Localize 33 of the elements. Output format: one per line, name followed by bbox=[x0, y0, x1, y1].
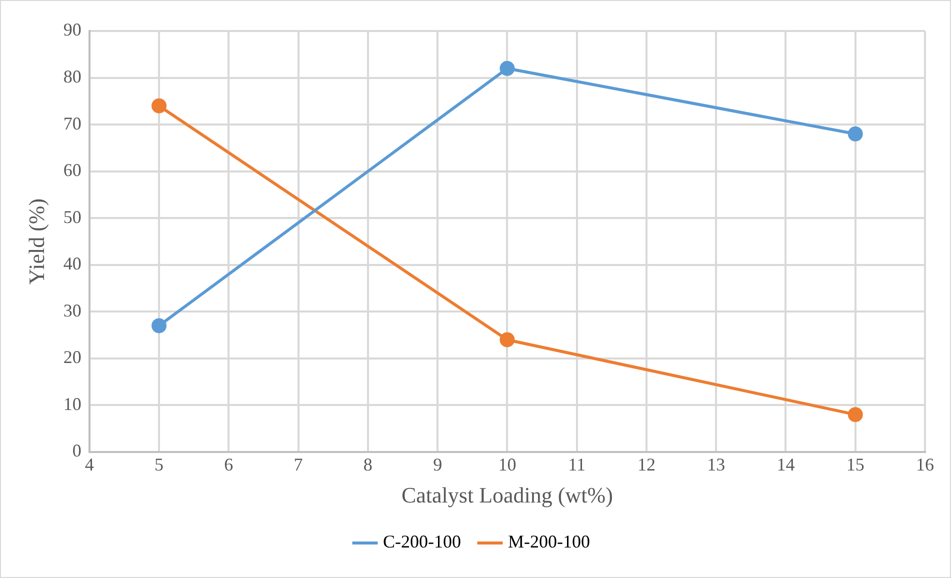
y-tick-label: 10 bbox=[63, 394, 82, 414]
x-tick-label: 6 bbox=[224, 454, 234, 475]
x-tick-label: 15 bbox=[846, 454, 864, 475]
x-tick-label: 12 bbox=[637, 454, 656, 475]
point bbox=[848, 407, 863, 422]
x-tick-label: 9 bbox=[433, 454, 442, 475]
point bbox=[152, 318, 167, 334]
x-tick-label: 14 bbox=[776, 454, 795, 475]
y-tick-label: 40 bbox=[63, 254, 82, 274]
y-tick-label: 90 bbox=[63, 20, 82, 40]
y-tick-label: 50 bbox=[63, 206, 82, 227]
point bbox=[152, 98, 167, 114]
x-tick-label: 11 bbox=[568, 454, 586, 475]
point bbox=[848, 126, 863, 142]
x-tick-label: 5 bbox=[154, 454, 164, 475]
y-tick-label: 70 bbox=[63, 113, 82, 134]
point bbox=[500, 332, 515, 348]
y-axis-title: Yield (%) bbox=[24, 198, 49, 285]
x-tick-label: 4 bbox=[84, 454, 94, 475]
legend-label: M-200-100 bbox=[508, 532, 590, 552]
x-tick-label: 7 bbox=[294, 454, 303, 475]
y-tick-label: 60 bbox=[63, 160, 82, 180]
x-tick-label: 8 bbox=[363, 454, 372, 475]
x-tick-label: 10 bbox=[498, 454, 516, 475]
legend-label: C-200-100 bbox=[383, 532, 462, 552]
y-tick-label: 0 bbox=[72, 440, 82, 461]
x-tick-label: 16 bbox=[916, 454, 934, 475]
y-tick-label: 20 bbox=[63, 347, 82, 368]
y-tick-label: 30 bbox=[63, 300, 82, 320]
point bbox=[500, 60, 515, 76]
y-tick-label: 80 bbox=[63, 66, 82, 87]
x-axis-title: Catalyst Loading (wt%) bbox=[401, 482, 613, 508]
x-tick-label: 13 bbox=[707, 454, 726, 475]
